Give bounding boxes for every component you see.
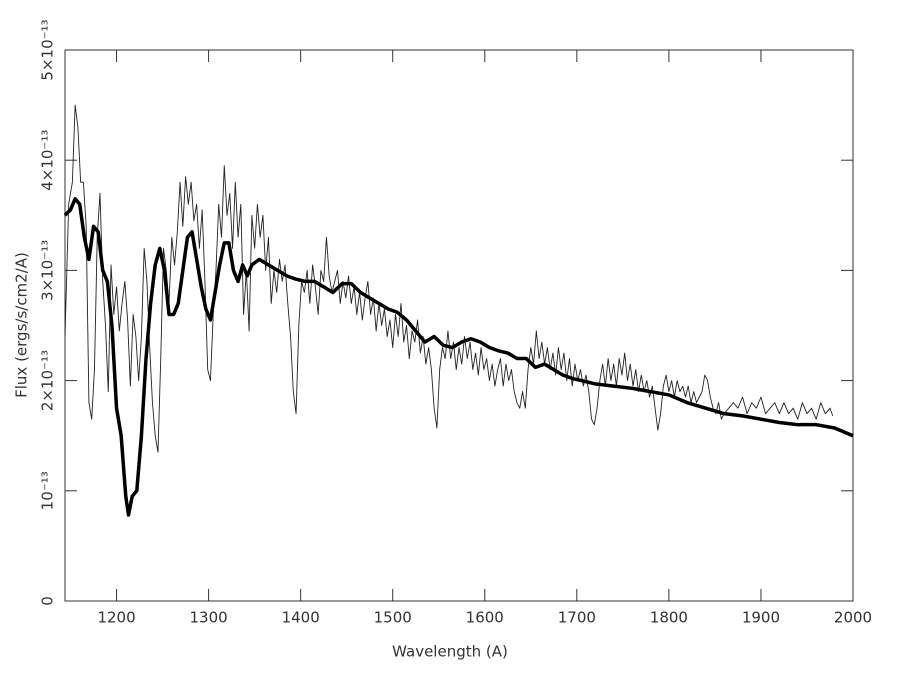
spectrum-line	[63, 197, 854, 517]
x-tick-label: 1800	[650, 609, 688, 627]
x-tick-label: 1500	[374, 609, 412, 627]
x-tick-label: 2000	[834, 609, 872, 627]
x-tick-label: 1600	[466, 609, 504, 627]
y-tick-label: 4×10⁻¹³	[39, 130, 57, 191]
y-tick-label: 10⁻¹³	[39, 471, 57, 510]
x-axis-label: Wavelength (A)	[392, 643, 508, 661]
spectrum-line	[64, 104, 834, 453]
y-tick-label: 5×10⁻¹³	[39, 19, 57, 80]
y-axis-label: Flux (ergs/s/cm2/A)	[13, 252, 31, 398]
x-tick-label: 1700	[558, 609, 596, 627]
x-tick-label: 1300	[190, 609, 228, 627]
x-tick-label: 1400	[282, 609, 320, 627]
y-tick-label: 3×10⁻¹³	[39, 240, 57, 301]
y-tick-label: 0	[39, 596, 57, 606]
y-tick-label: 2×10⁻¹³	[39, 350, 57, 411]
x-tick-label: 1200	[97, 609, 135, 627]
x-tick-label: 1900	[742, 609, 780, 627]
plot-frame	[64, 49, 854, 602]
